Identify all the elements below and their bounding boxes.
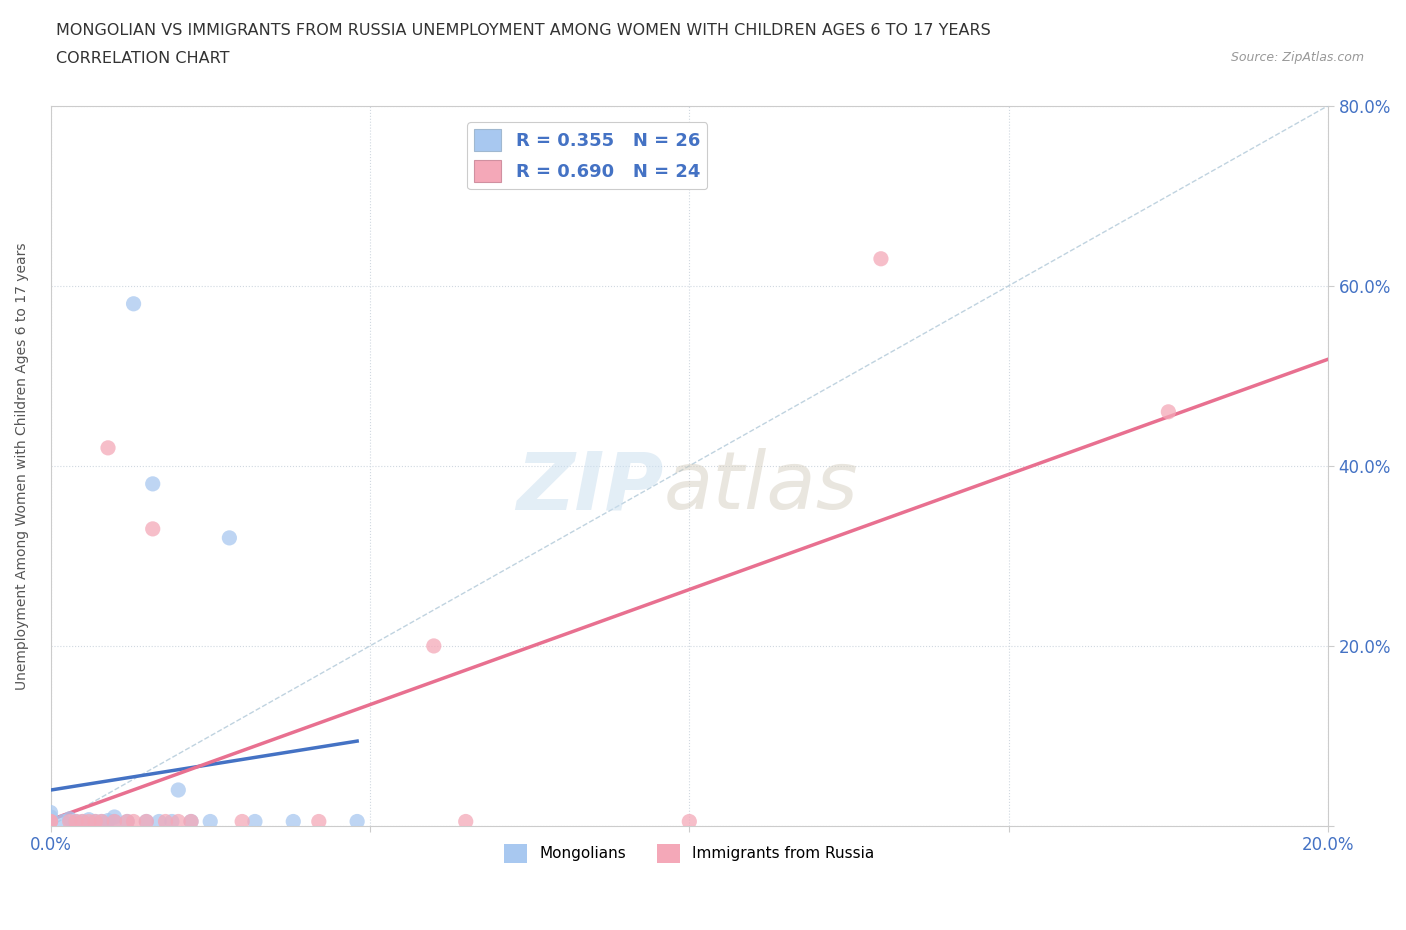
Point (90, 814, 112, 829)
Point (180, 814, 202, 829)
Point (200, 814, 222, 829)
Point (160, 814, 183, 829)
Point (870, 251, 893, 266)
Point (97, 813, 120, 828)
Point (90, 814, 112, 829)
Y-axis label: Unemployment Among Women with Children Ages 6 to 17 years: Unemployment Among Women with Children A… (15, 242, 30, 690)
Legend: Mongolians, Immigrants from Russia: Mongolians, Immigrants from Russia (498, 838, 880, 869)
Point (115, 814, 138, 829)
Point (65, 814, 87, 829)
Point (97, 441, 120, 456)
Point (39, 805, 62, 820)
Point (1157, 405, 1180, 419)
Point (59, 814, 82, 829)
Text: MONGOLIAN VS IMMIGRANTS FROM RUSSIA UNEMPLOYMENT AMONG WOMEN WITH CHILDREN AGES : MONGOLIAN VS IMMIGRANTS FROM RUSSIA UNEM… (56, 23, 991, 38)
Text: Source: ZipAtlas.com: Source: ZipAtlas.com (1230, 51, 1364, 64)
Point (39, 810, 62, 825)
Point (243, 814, 266, 829)
Point (167, 814, 190, 829)
Point (39, 814, 62, 829)
Point (84, 814, 107, 829)
Point (135, 814, 157, 829)
Point (135, 814, 157, 829)
Point (423, 639, 446, 654)
Point (72, 814, 94, 829)
Point (103, 814, 125, 829)
Point (180, 814, 202, 829)
Point (122, 814, 145, 829)
Point (52, 814, 75, 829)
Point (77, 812, 100, 827)
Text: atlas: atlas (664, 448, 859, 526)
Point (115, 814, 138, 829)
Point (155, 814, 177, 829)
Point (65, 814, 87, 829)
Text: CORRELATION CHART: CORRELATION CHART (56, 51, 229, 66)
Point (122, 297, 145, 312)
Point (84, 814, 107, 829)
Point (103, 810, 125, 825)
Point (283, 814, 305, 829)
Point (346, 814, 368, 829)
Point (39, 814, 62, 829)
Point (59, 811, 82, 826)
Point (148, 814, 170, 829)
Point (103, 814, 125, 829)
Text: ZIP: ZIP (516, 448, 664, 526)
Point (142, 476, 165, 491)
Point (218, 530, 240, 545)
Point (39, 814, 62, 829)
Point (231, 814, 253, 829)
Point (167, 782, 190, 797)
Point (77, 814, 100, 829)
Point (72, 814, 94, 829)
Point (678, 814, 700, 829)
Point (308, 814, 330, 829)
Point (142, 522, 165, 537)
Point (454, 814, 477, 829)
